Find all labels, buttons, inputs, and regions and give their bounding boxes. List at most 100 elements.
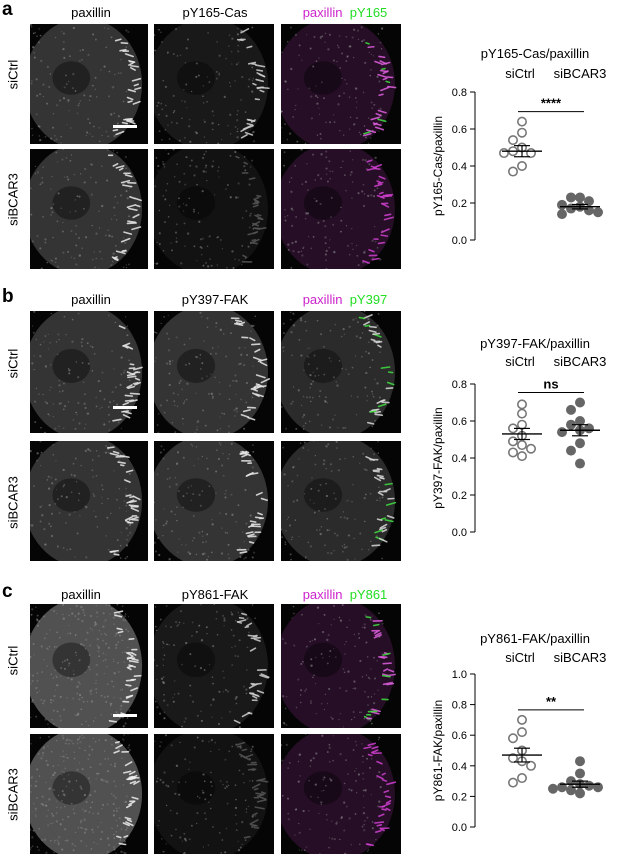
- plot-b-group-siBCAR3: siBCAR3: [553, 354, 607, 369]
- plot-a-group-siBCAR3: siBCAR3: [553, 66, 607, 81]
- plot-c-title: pY861-FAK/paxillin: [480, 631, 590, 646]
- scale-bar-c: [113, 714, 137, 717]
- plot-c: 0.0 0.2 0.4 0.6 0.8 1.0 pY861-FAK/paxillin **: [431, 669, 604, 834]
- column-label-paxillin: paxillin: [61, 587, 101, 602]
- y-tick-label: 0.0: [452, 822, 467, 834]
- merge-label-paxillin: paxillin: [302, 5, 343, 20]
- micrograph-texture: [281, 149, 395, 269]
- y-axis-label: pY165-Cas/paxillin: [431, 116, 445, 216]
- data-point: [584, 205, 595, 216]
- data-point: [575, 768, 586, 779]
- data-point: [508, 753, 519, 764]
- micrograph-b-siBCAR3-merge: [281, 441, 401, 561]
- column-label-pY165-Cas: pY165-Cas: [182, 5, 248, 20]
- data-point: [584, 196, 595, 207]
- data-point: [517, 161, 528, 172]
- micrograph-texture: [154, 734, 269, 854]
- data-point: [575, 458, 586, 469]
- data-point: [508, 733, 519, 744]
- significance-label: ****: [541, 96, 562, 111]
- data-point: [575, 788, 586, 799]
- data-point: [566, 785, 577, 796]
- micrograph-a-siCtrl-paxillin: [30, 24, 148, 144]
- row-label-siBCAR3: siBCAR3: [5, 476, 21, 529]
- y-axis-label: pY861-FAK/paxillin: [431, 700, 445, 801]
- data-point: [557, 209, 568, 220]
- merge-label-paxillin: paxillin: [302, 587, 343, 602]
- micrograph-c-siCtrl-merge: [281, 604, 401, 728]
- data-point: [526, 760, 537, 771]
- significance-label: **: [546, 694, 557, 709]
- micrograph-c-siCtrl-pY861: [154, 604, 274, 728]
- micrograph-a-siCtrl-pY165: [154, 24, 274, 144]
- row-label-siCtrl: siCtrl: [5, 348, 21, 379]
- row-label-siBCAR3: siBCAR3: [5, 173, 21, 226]
- data-point: [517, 127, 528, 138]
- scale-bar-a: [113, 125, 137, 128]
- y-tick-label: 0.8: [452, 87, 467, 99]
- micrograph-a-siBCAR3-pY165: [154, 149, 274, 269]
- data-point: [517, 399, 528, 410]
- data-point: [517, 451, 528, 462]
- data-point: [575, 438, 586, 449]
- micrograph-texture: [30, 24, 143, 144]
- data-point: [575, 397, 586, 408]
- data-point: [508, 135, 519, 146]
- panel-letter-c: c: [2, 581, 13, 602]
- data-point: [526, 443, 537, 454]
- data-point: [575, 192, 586, 203]
- data-point: [593, 782, 604, 793]
- micrograph-c-siBCAR3-pY861: [154, 734, 274, 854]
- micrograph-texture: [30, 441, 143, 561]
- micrograph-texture: [154, 149, 268, 269]
- plot-b-group-siCtrl: siCtrl: [505, 354, 535, 369]
- micrograph-b-siCtrl-merge: [281, 311, 401, 433]
- data-point: [548, 783, 559, 794]
- data-point: [517, 727, 528, 738]
- data-point: [517, 440, 528, 451]
- data-point: [508, 436, 519, 447]
- plot-b: 0.0 0.2 0.4 0.6 0.8 pY397-FAK/paxillin ns: [431, 377, 600, 539]
- micrograph-texture: [30, 604, 143, 728]
- micrograph-texture: [154, 24, 270, 144]
- data-point: [575, 756, 586, 767]
- y-tick-label: 1.0: [452, 669, 467, 681]
- row-label-siCtrl: siCtrl: [5, 645, 21, 676]
- data-point: [499, 148, 510, 159]
- data-point: [517, 773, 528, 784]
- micrograph-texture: [30, 734, 143, 854]
- panel-letter-a: a: [2, 0, 13, 20]
- micrograph-a-siBCAR3-paxillin: [30, 149, 148, 269]
- column-label-pY861-FAK: pY861-FAK: [181, 587, 249, 602]
- micrograph-c-siCtrl-paxillin: [30, 604, 148, 728]
- micrograph-b-siCtrl-pY397: [154, 311, 274, 433]
- y-tick-label: 0.6: [452, 416, 467, 428]
- merge-label-green: pY861: [349, 587, 388, 602]
- merge-label: paxillin pY397: [290, 293, 400, 307]
- y-tick-label: 0.4: [452, 453, 467, 465]
- micrograph-c-siBCAR3-merge: [281, 734, 401, 854]
- data-point: [584, 780, 595, 791]
- y-tick-label: 0.6: [452, 730, 467, 742]
- data-point: [517, 408, 528, 419]
- column-label-pY397-FAK: pY397-FAK: [181, 292, 249, 307]
- y-tick-label: 0.4: [452, 161, 467, 173]
- micrograph-texture: [30, 149, 143, 269]
- data-point: [584, 423, 595, 434]
- row-label-siCtrl: siCtrl: [5, 59, 21, 90]
- plot-c-group-siCtrl: siCtrl: [505, 650, 535, 665]
- y-tick-label: 0.0: [452, 235, 467, 247]
- data-point: [557, 427, 568, 438]
- micrograph-b-siCtrl-paxillin: [30, 311, 148, 433]
- y-tick-label: 0.2: [452, 791, 467, 803]
- data-point: [517, 116, 528, 127]
- y-tick-label: 0.6: [452, 124, 467, 136]
- y-tick-label: 0.0: [452, 527, 467, 539]
- micrograph-c-siBCAR3-paxillin: [30, 734, 148, 854]
- micrograph-texture: [281, 311, 395, 433]
- data-point: [566, 445, 577, 456]
- y-tick-label: 0.2: [452, 198, 467, 210]
- significance-label: ns: [543, 377, 558, 392]
- micrograph-a-siBCAR3-merge: [281, 149, 401, 269]
- data-point: [508, 447, 519, 458]
